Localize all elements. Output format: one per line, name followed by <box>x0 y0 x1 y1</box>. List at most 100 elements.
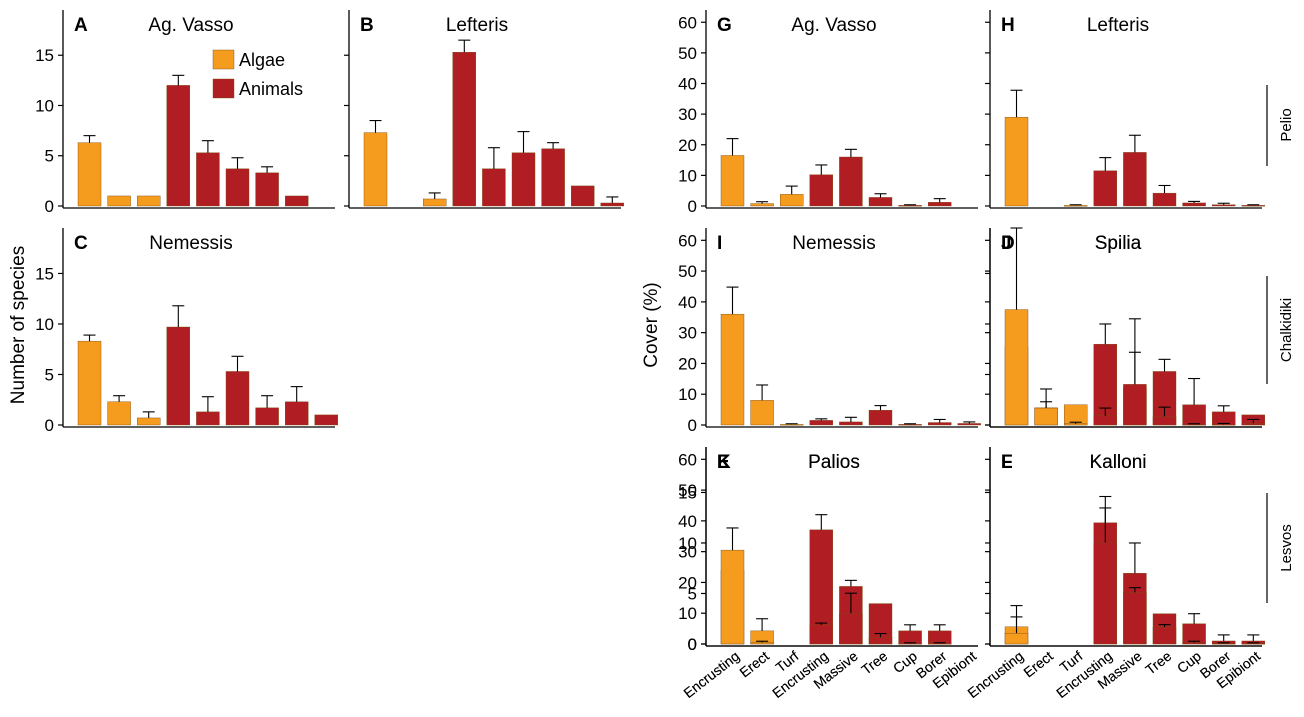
legend-swatch-animals <box>212 78 235 99</box>
y-tick-label-g-20: 20 <box>678 136 697 155</box>
panel-letter-l: L <box>1001 452 1013 473</box>
bar-a-7 <box>285 195 309 207</box>
y-tick-label-c-10: 10 <box>35 315 54 334</box>
bar-a-5 <box>225 168 250 207</box>
bar-l-0 <box>1004 633 1029 645</box>
y-tick-label-i-10: 10 <box>678 385 697 404</box>
bar-h-6 <box>1182 202 1206 207</box>
y-tick-label-a-15: 15 <box>35 46 54 65</box>
y-tick-label-a-0: 0 <box>45 197 54 216</box>
bar-j-6 <box>1182 424 1206 426</box>
bar-c-0 <box>77 340 102 426</box>
y-tick-label-i-50: 50 <box>678 262 697 281</box>
bar-i-0 <box>720 313 745 426</box>
bar-k-0 <box>720 549 745 645</box>
y-tick-label-i-0: 0 <box>688 416 697 435</box>
bar-j-2 <box>1063 423 1088 426</box>
bar-j-1 <box>1034 407 1058 426</box>
bar-c-7 <box>285 401 309 426</box>
bar-k-1 <box>750 642 774 645</box>
panel-letter-k: K <box>717 452 731 473</box>
bar-c-1 <box>107 401 131 426</box>
y-tick-label-k-20: 20 <box>678 573 697 592</box>
bar-b-4 <box>482 168 506 207</box>
bar-i-8 <box>957 423 981 426</box>
panel-letter-i: I <box>717 233 722 254</box>
panel-letter-h: H <box>1001 15 1015 36</box>
bar-e-6 <box>898 630 922 645</box>
y-tick-label-k-0: 0 <box>688 635 697 654</box>
bar-h-7 <box>1211 204 1236 207</box>
bar-c-3 <box>166 326 191 426</box>
y-tick-label-a-5: 5 <box>45 147 54 166</box>
y-tick-label-c-0: 0 <box>45 416 54 435</box>
panel-letter-d: D <box>1001 233 1015 254</box>
bar-j-5 <box>1152 416 1177 426</box>
bar-j-0 <box>1004 309 1029 426</box>
bar-l-8 <box>1241 643 1266 645</box>
bar-c-8 <box>314 414 338 426</box>
bar-g-3 <box>809 174 833 207</box>
panel-h: H Lefteris <box>985 10 1266 209</box>
bar-i-6 <box>898 424 922 426</box>
panel-letter-j: J <box>1001 233 1012 254</box>
y-tick-label-i-30: 30 <box>678 324 697 343</box>
bar-g-5 <box>868 197 893 207</box>
y-tick-label-g-60: 60 <box>678 13 697 32</box>
panel-b: B Lefteris <box>344 10 624 209</box>
bar-j-4 <box>1123 384 1147 426</box>
bar-i-2 <box>780 424 804 426</box>
bar-l-3 <box>1093 542 1118 645</box>
panel-title-f: Kalloni <box>1089 452 1146 473</box>
panel-letter-e: E <box>717 452 730 473</box>
y-tick-label-g-10: 10 <box>678 166 697 185</box>
y-tick-label-g-50: 50 <box>678 44 697 63</box>
bar-i-5 <box>868 410 893 426</box>
panel-title-e: Palios <box>808 452 860 473</box>
panel-title-l: Kalloni <box>1089 452 1146 473</box>
bar-l-7 <box>1211 643 1236 645</box>
bar-c-5 <box>225 371 250 426</box>
bar-j-3 <box>1093 415 1118 426</box>
panel-title-b: Lefteris <box>446 15 508 36</box>
region-label-lesvos: Lesvos <box>1278 524 1295 572</box>
panel-title-c: Nemessis <box>149 233 232 254</box>
bar-k-7 <box>928 643 952 645</box>
bar-h-4 <box>1123 152 1147 207</box>
bar-h-0 <box>1004 116 1029 207</box>
bar-h-3 <box>1093 170 1118 207</box>
y-tick-label-k-10: 10 <box>678 604 697 623</box>
bar-b-7 <box>571 185 595 207</box>
y-tick-label-k-30: 30 <box>678 543 697 562</box>
bar-i-1 <box>750 400 774 426</box>
x-tick-label-l-1: Erect <box>1020 648 1056 681</box>
bar-b-0 <box>363 132 388 207</box>
bar-b-2 <box>423 198 447 207</box>
bar-g-1 <box>750 203 774 207</box>
bar-b-6 <box>541 148 565 207</box>
bar-j-7 <box>1211 424 1236 426</box>
panel-title-g: Ag. Vasso <box>791 15 876 36</box>
bar-l-5 <box>1152 626 1177 645</box>
panel-title-a: Ag. Vasso <box>148 15 233 36</box>
bar-b-3 <box>452 52 476 207</box>
bar-a-6 <box>255 172 279 207</box>
y-tick-label-e-10: 10 <box>678 534 697 553</box>
y-tick-label-e-5: 5 <box>688 584 697 603</box>
bar-k-6 <box>898 643 922 645</box>
bar-h-8 <box>1241 205 1266 207</box>
y-tick-label-i-20: 20 <box>678 354 697 373</box>
y-axis-label-species: Number of species <box>8 246 29 404</box>
y-tick-label-k-40: 40 <box>678 512 697 531</box>
bar-g-7 <box>928 202 952 207</box>
panel-letter-b: B <box>360 15 374 36</box>
bar-h-5 <box>1152 192 1177 207</box>
y-tick-label-k-60: 60 <box>678 450 697 469</box>
panel-letter-g: G <box>717 15 732 36</box>
legend-label-animals: Animals <box>239 79 303 99</box>
bar-k-3 <box>809 624 833 645</box>
panel-j: J Spilia <box>985 227 1266 428</box>
y-tick-label-i-60: 60 <box>678 231 697 250</box>
